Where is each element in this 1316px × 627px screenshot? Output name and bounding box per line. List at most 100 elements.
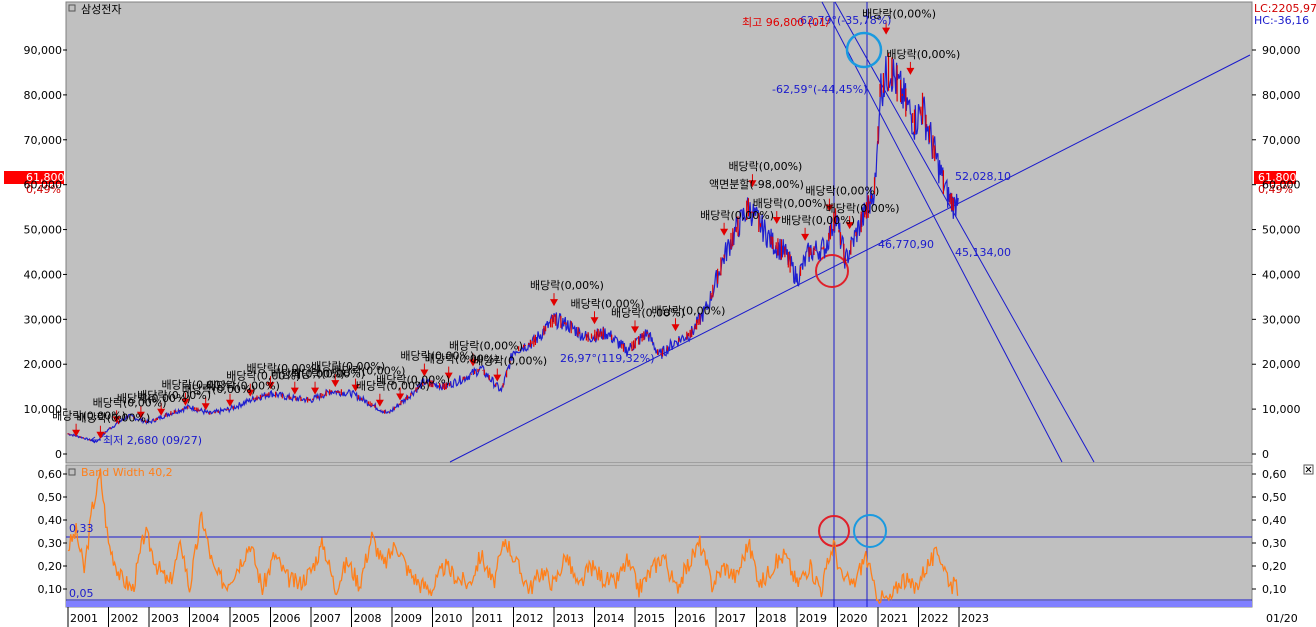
split-label: 액면분할(-98,00%) xyxy=(709,178,804,191)
x-tick-label: 2011 xyxy=(475,612,503,625)
dividend-arrow xyxy=(748,180,757,188)
price-label-52028: 52,028,10 xyxy=(955,170,1011,183)
dividend-label: 배당락(0,00%) xyxy=(700,209,774,222)
dividend-arrow xyxy=(290,387,299,395)
bw-y-tick-label: 0,40 xyxy=(38,514,63,527)
x-tick-label: 2021 xyxy=(880,612,908,625)
downtrend-line-1 xyxy=(821,1,1063,463)
dividend-arrow xyxy=(772,217,781,225)
dividend-label: 배당락(0,00%) xyxy=(182,383,256,396)
x-tick-label: 2003 xyxy=(151,612,179,625)
x-tick-label: 2004 xyxy=(192,612,220,625)
bw-y-tick-label: 0,60 xyxy=(38,468,63,481)
dividend-arrow xyxy=(396,393,405,401)
bandwidth-line xyxy=(67,468,959,605)
x-tick-label: 2013 xyxy=(556,612,584,625)
dividend-label: 배당락(0,00%) xyxy=(117,392,191,405)
price-panel[interactable] xyxy=(65,1,1253,464)
y-tick-label: 20,000 xyxy=(24,358,63,371)
y-tick-label-right: 90,000 xyxy=(1262,44,1301,57)
blue-circle-price xyxy=(845,31,883,69)
x-tick-label: 2009 xyxy=(394,612,422,625)
y-tick-label: 0 xyxy=(55,448,62,461)
hc-label: HC:-36,16 xyxy=(1254,14,1309,27)
x-tick-label: 2014 xyxy=(597,612,625,625)
dividend-arrow xyxy=(72,429,81,437)
dividend-arrow xyxy=(671,324,680,332)
price-series xyxy=(67,52,959,443)
y-tick-label-right: 20,000 xyxy=(1262,358,1301,371)
bandwidth-bottom-band xyxy=(66,601,1252,607)
dividend-arrow xyxy=(375,399,384,407)
dividend-arrow xyxy=(157,408,166,416)
x-tick-label: 2023 xyxy=(961,612,989,625)
close-icon[interactable] xyxy=(1303,464,1314,475)
dividend-arrow xyxy=(136,411,145,419)
dividend-label: 배당락(0,00%) xyxy=(425,353,499,366)
trend-lines xyxy=(66,1,1252,607)
angle-label-uptrend: 26,97°(119,32%) xyxy=(560,352,655,365)
x-tick-label: 2010 xyxy=(435,612,463,625)
y-tick-label-right: 30,000 xyxy=(1262,313,1301,326)
x-tick-label: 2012 xyxy=(516,612,544,625)
y-tick-label-right: 0 xyxy=(1262,448,1269,461)
bw-y-axis-left: 0,60 0,50 0,40 0,30 0,20 0,10 xyxy=(38,468,67,596)
price-label-45134: 45,134,00 xyxy=(955,246,1011,259)
dividend-arrow xyxy=(201,403,210,411)
svg-text:61,800: 61,800 xyxy=(1258,171,1297,184)
dividend-label: 배당락(0,00%) xyxy=(271,368,345,381)
x-tick-label: 2002 xyxy=(111,612,139,625)
price-up-ticks xyxy=(67,52,954,441)
dividend-arrow xyxy=(801,233,810,241)
dividend-arrow xyxy=(590,317,599,325)
bw-y-tick-label-right: 0,40 xyxy=(1262,514,1287,527)
x-tick-label: 2022 xyxy=(921,612,949,625)
dividend-label: 배당락(0,00%) xyxy=(571,297,645,310)
dividend-arrow xyxy=(882,27,891,35)
dividend-label: 배당락(0,00%) xyxy=(862,8,936,21)
dividend-label: 배당락(0,00%) xyxy=(76,412,150,425)
y-tick-label-right: 60,000 xyxy=(1262,179,1301,192)
bw-y-tick-label-right: 0,10 xyxy=(1262,583,1287,596)
y-tick-label: 50,000 xyxy=(24,224,63,237)
dividend-arrow xyxy=(266,382,275,390)
x-tick-label: 2001 xyxy=(70,612,98,625)
price-label-46770: 46,770,90 xyxy=(878,238,934,251)
svg-text:0,49%: 0,49% xyxy=(1258,183,1293,196)
bw-y-tick-label-right: 0,50 xyxy=(1262,491,1287,504)
dividend-arrow xyxy=(845,222,854,230)
dividend-label: 배당락(0,00%) xyxy=(206,380,280,393)
angle-label-top: -62,79°(-35,78%) xyxy=(796,14,891,27)
dividend-label: 배당락(0,00%) xyxy=(311,360,385,373)
dividend-label: 배당락(0,00%) xyxy=(473,355,547,368)
current-price-right: 61,800 0,49% xyxy=(1254,171,1297,196)
bw-y-tick-label-right: 0,60 xyxy=(1262,468,1287,481)
y-axis-left: 90,000 80,000 70,000 60,000 50,000 40,000 30,0… xyxy=(24,44,67,461)
dividend-labels: 배당락(0,00%)배당락(0,00%)배당락(0,00%)배당락(0,00%)… xyxy=(52,8,960,425)
bw-ref-label-005: 0,05 xyxy=(69,587,94,600)
bw-ref-label-033: 0,33 xyxy=(69,522,94,535)
dividend-label: 배당락(0,00%) xyxy=(400,350,474,363)
date-label: 01/20 xyxy=(1266,612,1298,625)
dividend-arrow xyxy=(351,384,360,392)
dividend-arrow xyxy=(96,431,105,439)
y-tick-label: 90,000 xyxy=(24,44,63,57)
high-label: 최고 96,800 (01/ xyxy=(742,16,830,29)
y-tick-label: 10,000 xyxy=(24,403,63,416)
y-tick-label-right: 80,000 xyxy=(1262,89,1301,102)
red-circle-price xyxy=(815,254,849,288)
bandwidth-panel[interactable] xyxy=(65,464,1253,608)
bandwidth-series xyxy=(67,468,959,605)
square-icon[interactable] xyxy=(68,468,76,476)
x-tick-label: 2006 xyxy=(273,612,301,625)
downtrend-line-2 xyxy=(834,1,1095,463)
dividend-arrow xyxy=(311,387,320,395)
y-tick-label-right: 70,000 xyxy=(1262,134,1301,147)
dividend-arrow xyxy=(493,374,502,382)
dividend-arrow xyxy=(246,389,255,397)
x-tick-label: 2017 xyxy=(718,612,746,625)
bw-y-tick-label-right: 0,20 xyxy=(1262,560,1287,573)
square-icon[interactable] xyxy=(68,4,76,12)
